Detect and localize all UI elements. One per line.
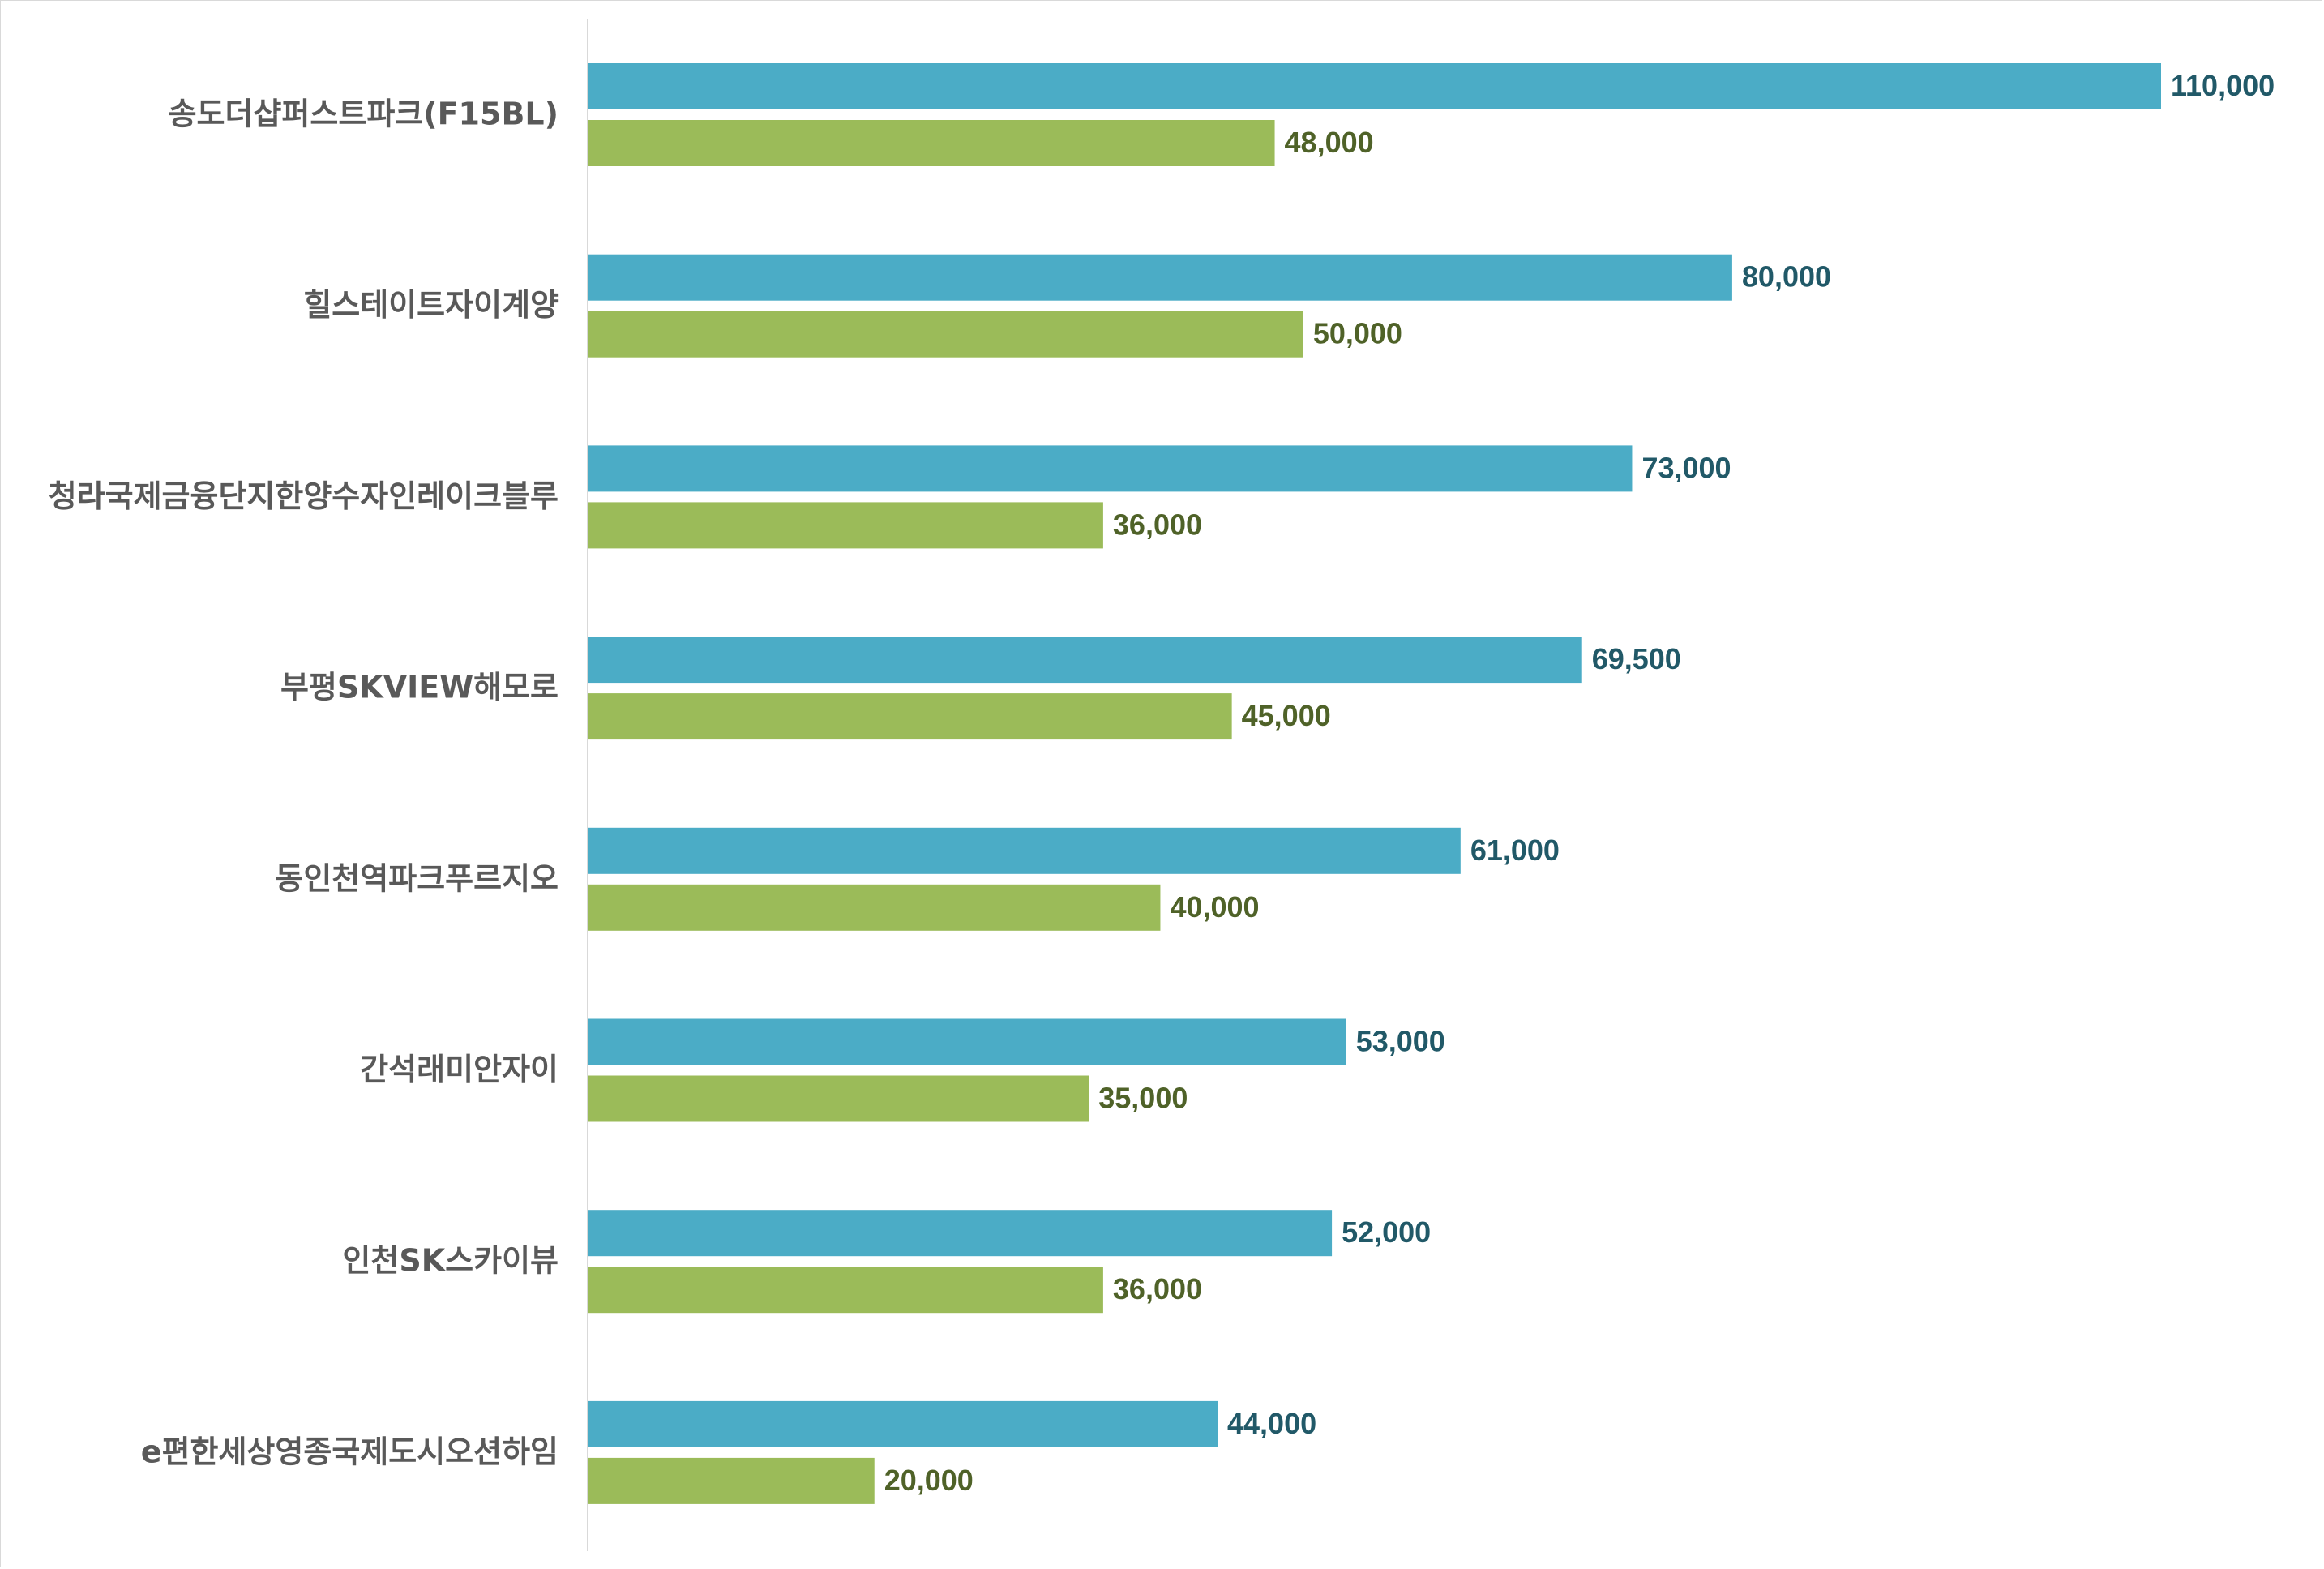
data-label-series-2: 35,000	[1098, 1082, 1188, 1115]
bar-series-1	[588, 1210, 1333, 1257]
category-label: 부평SKVIEW해모로	[280, 670, 559, 705]
bar-series-2	[588, 502, 1103, 549]
bar-series-2	[588, 1267, 1103, 1314]
data-label-series-1: 110,000	[2171, 69, 2275, 102]
bar-series-1	[588, 827, 1461, 874]
category-label: 인천SK스카이뷰	[342, 1243, 559, 1279]
data-label-series-2: 20,000	[884, 1464, 974, 1497]
bar-series-1	[588, 1018, 1346, 1065]
data-label-series-1: 69,500	[1592, 642, 1681, 675]
bar-series-2	[588, 1457, 875, 1504]
bar-series-1	[588, 637, 1582, 684]
data-label-series-2: 45,000	[1242, 699, 1331, 732]
data-label-series-2: 50,000	[1313, 317, 1402, 350]
bar-series-1	[588, 254, 1732, 301]
data-label-series-1: 80,000	[1742, 260, 1831, 294]
data-label-series-2: 40,000	[1170, 890, 1259, 924]
bar-series-2	[588, 693, 1232, 740]
data-label-series-1: 61,000	[1470, 834, 1560, 867]
data-label-series-1: 44,000	[1227, 1407, 1316, 1440]
bar-series-1	[588, 63, 2161, 109]
bar-series-1	[588, 445, 1633, 492]
bar-series-1	[588, 1400, 1218, 1447]
category-label: 간석래미안자이	[360, 1052, 559, 1087]
category-label: 청라국제금융단지한양수자인레이크블루	[49, 478, 559, 514]
category-label: e편한세상영종국제도시오션하임	[141, 1434, 559, 1469]
bars-layer	[588, 63, 2161, 1504]
data-label-series-2: 36,000	[1113, 1272, 1202, 1305]
data-label-series-1: 73,000	[1641, 451, 1731, 484]
bar-series-2	[588, 884, 1161, 931]
category-label: 송도더샵퍼스트파크(F15BL)	[169, 96, 559, 132]
data-label-series-2: 36,000	[1113, 508, 1202, 541]
category-label: 동인천역파크푸르지오	[275, 860, 559, 896]
data-label-series-2: 48,000	[1285, 126, 1374, 159]
bar-series-2	[588, 1075, 1089, 1122]
bar-series-2	[588, 311, 1303, 358]
data-label-series-1: 52,000	[1342, 1215, 1431, 1249]
labels-layer: 송도더샵퍼스트파크(F15BL) 110,000 48,000 힐스테이트자이계양 80…	[49, 69, 2275, 1497]
data-label-series-1: 53,000	[1356, 1025, 1445, 1058]
category-label: 힐스테이트자이계양	[303, 287, 559, 323]
bar-series-2	[588, 120, 1275, 166]
